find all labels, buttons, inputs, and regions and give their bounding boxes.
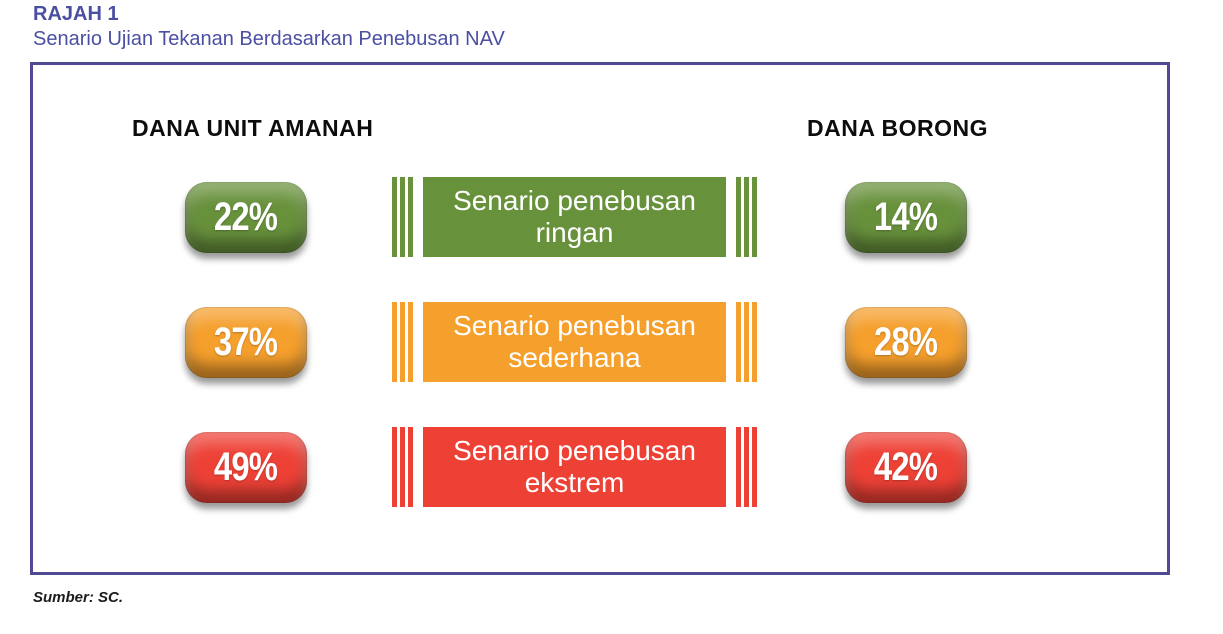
wholesale-value: 14% xyxy=(874,195,938,239)
scenario-label: Senario penebusan ekstrem xyxy=(423,427,726,507)
scenario-label: Senario penebusan ringan xyxy=(423,177,726,257)
wholesale-badge: 14% xyxy=(845,182,967,253)
figure-label: RAJAH 1 xyxy=(33,3,119,25)
wholesale-badge: 42% xyxy=(845,432,967,503)
stripe-decoration-right xyxy=(736,427,757,507)
column-header-unit-trust: DANA UNIT AMANAH xyxy=(132,115,374,141)
unit-trust-badge: 37% xyxy=(185,307,307,378)
unit-trust-value: 37% xyxy=(214,320,278,364)
wholesale-value: 28% xyxy=(874,320,938,364)
scenario-banner: Senario penebusan ringan xyxy=(392,177,757,257)
scenario-row-ringan: 22% Senario penebusan ringan 14% xyxy=(33,177,1167,257)
stripe-decoration-left xyxy=(392,427,413,507)
figure-title: Senario Ujian Tekanan Berdasarkan Penebu… xyxy=(33,28,505,50)
wholesale-badge: 28% xyxy=(845,307,967,378)
scenario-banner: Senario penebusan ekstrem xyxy=(392,427,757,507)
figure-panel: DANA UNIT AMANAH DANA BORONG 22% Senario… xyxy=(30,62,1170,575)
unit-trust-badge: 49% xyxy=(185,432,307,503)
unit-trust-value: 22% xyxy=(214,195,278,239)
stripe-decoration-right xyxy=(736,302,757,382)
column-header-wholesale: DANA BORONG xyxy=(807,115,988,141)
scenario-banner: Senario penebusan sederhana xyxy=(392,302,757,382)
scenario-label: Senario penebusan sederhana xyxy=(423,302,726,382)
unit-trust-badge: 22% xyxy=(185,182,307,253)
scenario-row-sederhana: 37% Senario penebusan sederhana 28% xyxy=(33,302,1167,382)
scenario-row-ekstrem: 49% Senario penebusan ekstrem 42% xyxy=(33,427,1167,507)
source-note: Sumber: SC. xyxy=(33,589,124,606)
wholesale-value: 42% xyxy=(874,445,938,489)
stripe-decoration-left xyxy=(392,177,413,257)
stripe-decoration-right xyxy=(736,177,757,257)
stripe-decoration-left xyxy=(392,302,413,382)
unit-trust-value: 49% xyxy=(214,445,278,489)
